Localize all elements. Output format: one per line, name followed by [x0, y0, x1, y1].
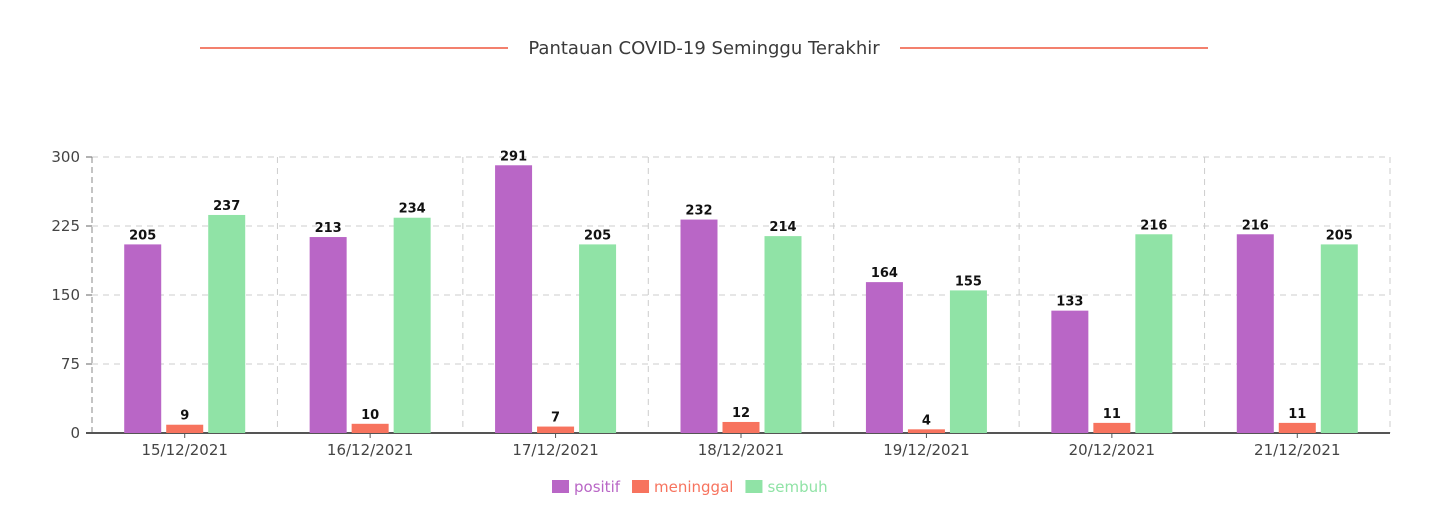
- title-line-left: [200, 47, 509, 49]
- bar-sembuh[interactable]: [579, 244, 617, 433]
- y-tick-label: 300: [51, 148, 80, 166]
- chart-header: Pantauan COVID-19 Seminggu Terakhir: [200, 34, 1209, 62]
- bar-meninggal[interactable]: [166, 424, 204, 433]
- legend-swatch-meninggal[interactable]: [632, 480, 650, 493]
- bar-meninggal[interactable]: [907, 429, 945, 433]
- y-tick-label: 150: [51, 286, 80, 304]
- bar-meninggal[interactable]: [1093, 422, 1131, 433]
- bar-meninggal[interactable]: [1278, 422, 1316, 433]
- data-label-meninggal: 7: [551, 411, 560, 426]
- bar-positif[interactable]: [1051, 310, 1089, 433]
- bar-meninggal[interactable]: [351, 423, 389, 433]
- y-tick-label: 75: [61, 355, 80, 373]
- data-label-meninggal: 11: [1288, 407, 1306, 422]
- grid: [92, 156, 1391, 433]
- x-tick-label: 15/12/2021: [141, 441, 227, 459]
- bar-positif[interactable]: [680, 219, 718, 433]
- data-labels: 205 9 237 213 10 234 291 7 205 232 12 214 164 4 155 133…: [129, 149, 1353, 428]
- x-tick-label: 16/12/2021: [327, 441, 413, 459]
- data-label-sembuh: 237: [213, 199, 240, 214]
- bar-positif[interactable]: [1236, 234, 1274, 433]
- x-tick-label: 20/12/2021: [1069, 441, 1155, 459]
- x-tick-label: 18/12/2021: [698, 441, 784, 459]
- bars: [124, 165, 1358, 433]
- bar-sembuh[interactable]: [208, 214, 246, 433]
- axes: 0 75 150 225 300 15/12/2021 16/12/2021 17/12/20…: [51, 148, 1390, 459]
- data-label-positif: 232: [685, 204, 712, 219]
- bar-sembuh[interactable]: [1320, 244, 1358, 433]
- y-tick-label: 0: [70, 424, 80, 442]
- data-label-sembuh: 216: [1140, 218, 1167, 233]
- x-tick-label: 19/12/2021: [883, 441, 969, 459]
- bar-positif[interactable]: [495, 165, 533, 433]
- data-label-meninggal: 11: [1103, 407, 1121, 422]
- data-label-sembuh: 214: [769, 220, 796, 235]
- chart-title: Pantauan COVID-19 Seminggu Terakhir: [528, 37, 880, 59]
- data-label-meninggal: 12: [732, 406, 750, 421]
- bar-sembuh[interactable]: [393, 217, 431, 433]
- data-label-positif: 133: [1056, 295, 1083, 310]
- bar-sembuh[interactable]: [1135, 234, 1173, 433]
- data-label-sembuh: 205: [584, 228, 611, 243]
- bar-sembuh[interactable]: [764, 236, 802, 433]
- bar-meninggal[interactable]: [722, 421, 760, 433]
- data-label-positif: 291: [500, 149, 527, 164]
- bar-positif[interactable]: [124, 244, 162, 433]
- data-label-positif: 216: [1242, 218, 1269, 233]
- legend-swatch-positif[interactable]: [552, 480, 569, 493]
- title-line-right: [899, 47, 1209, 49]
- data-label-meninggal: 4: [922, 413, 931, 428]
- bar-positif[interactable]: [865, 282, 903, 433]
- data-label-sembuh: 155: [955, 274, 982, 289]
- data-label-positif: 164: [871, 266, 898, 281]
- bar-meninggal[interactable]: [537, 426, 575, 433]
- data-label-positif: 205: [129, 228, 156, 243]
- bar-sembuh[interactable]: [949, 290, 987, 433]
- legend-swatch-sembuh[interactable]: [745, 480, 763, 493]
- data-label-sembuh: 234: [399, 202, 426, 217]
- legend[interactable]: positif meninggal sembuh: [552, 478, 828, 496]
- data-label-sembuh: 205: [1326, 228, 1353, 243]
- legend-label-meninggal[interactable]: meninggal: [654, 478, 733, 496]
- legend-label-positif[interactable]: positif: [574, 478, 621, 496]
- data-label-positif: 213: [315, 221, 342, 236]
- bar-positif[interactable]: [309, 237, 347, 433]
- data-label-meninggal: 9: [180, 409, 189, 424]
- legend-label-sembuh[interactable]: sembuh: [767, 478, 827, 496]
- data-label-meninggal: 10: [361, 408, 379, 423]
- x-tick-label: 21/12/2021: [1254, 441, 1340, 459]
- y-tick-label: 225: [51, 217, 80, 235]
- x-tick-label: 17/12/2021: [512, 441, 598, 459]
